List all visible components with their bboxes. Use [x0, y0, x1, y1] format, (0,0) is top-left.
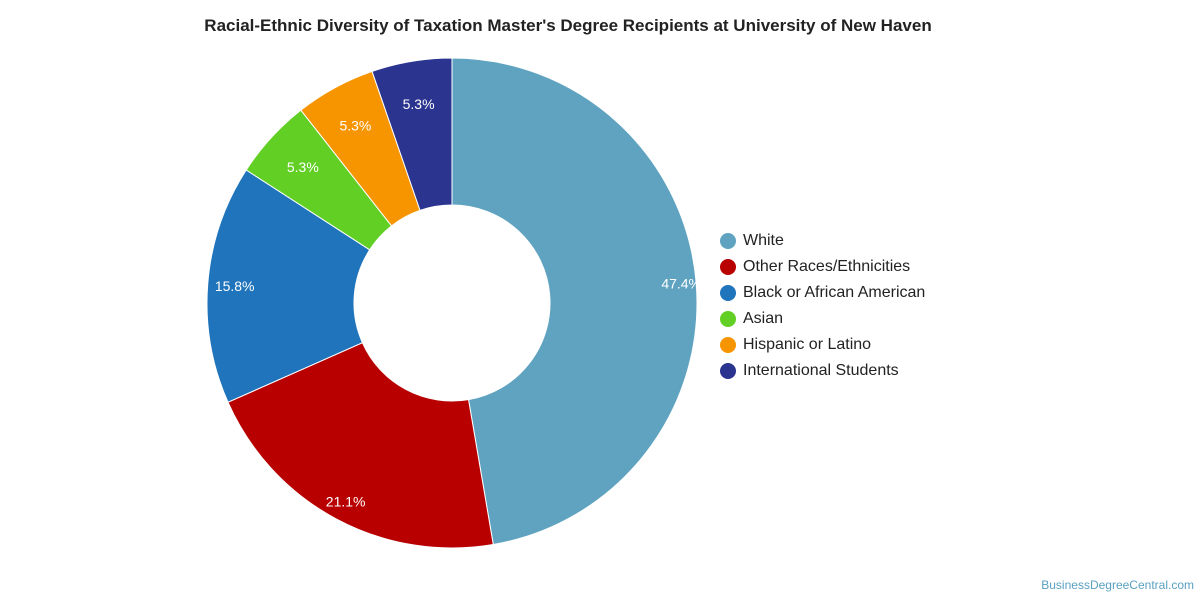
- watermark[interactable]: BusinessDegreeCentral.com: [1041, 578, 1194, 592]
- slice-label-asian: 5.3%: [287, 159, 319, 175]
- legend-label: Hispanic or Latino: [743, 336, 872, 353]
- legend-label: Asian: [743, 310, 784, 327]
- legend-label: White: [743, 232, 784, 249]
- legend-item-white[interactable]: White: [720, 228, 925, 254]
- chart-title: Racial-Ethnic Diversity of Taxation Mast…: [204, 16, 932, 35]
- legend-item-hispanic-or-latino[interactable]: Hispanic or Latino: [720, 332, 925, 358]
- legend-swatch: [720, 233, 736, 249]
- slice-label-white: 47.4%: [661, 276, 701, 292]
- donut-slices: [206, 57, 698, 549]
- slice-white[interactable]: [451, 57, 698, 546]
- slice-international-students[interactable]: [371, 57, 453, 211]
- legend-swatch: [720, 285, 736, 301]
- slice-label-black-or-african-american: 15.8%: [215, 278, 255, 294]
- legend-item-other-races-ethnicities[interactable]: Other Races/Ethnicities: [720, 254, 925, 280]
- legend-label: Black or African American: [743, 284, 926, 301]
- slice-label-other-races-ethnicities: 21.1%: [326, 493, 366, 509]
- legend-label: Other Races/Ethnicities: [743, 258, 911, 275]
- slice-label-hispanic-or-latino: 5.3%: [339, 118, 371, 134]
- legend-item-asian[interactable]: Asian: [720, 306, 925, 332]
- legend-swatch: [720, 259, 736, 275]
- legend-swatch: [720, 311, 736, 327]
- legend-label: International Students: [743, 362, 899, 379]
- legend-swatch: [720, 337, 736, 353]
- slice-black-or-african-american[interactable]: [206, 169, 371, 403]
- slice-other-races-ethnicities[interactable]: [227, 342, 494, 549]
- legend: White Other Races/Ethnicities Black or Afr…: [720, 228, 925, 384]
- legend-item-international-students[interactable]: International Students: [720, 358, 925, 384]
- slice-labels: 47.4% 21.1% 15.8% 5.3% 5.3% 5.3%: [215, 96, 701, 510]
- slice-label-international-students: 5.3%: [403, 96, 435, 112]
- legend-item-black-or-african-american[interactable]: Black or African American: [720, 280, 925, 306]
- legend-swatch: [720, 363, 736, 379]
